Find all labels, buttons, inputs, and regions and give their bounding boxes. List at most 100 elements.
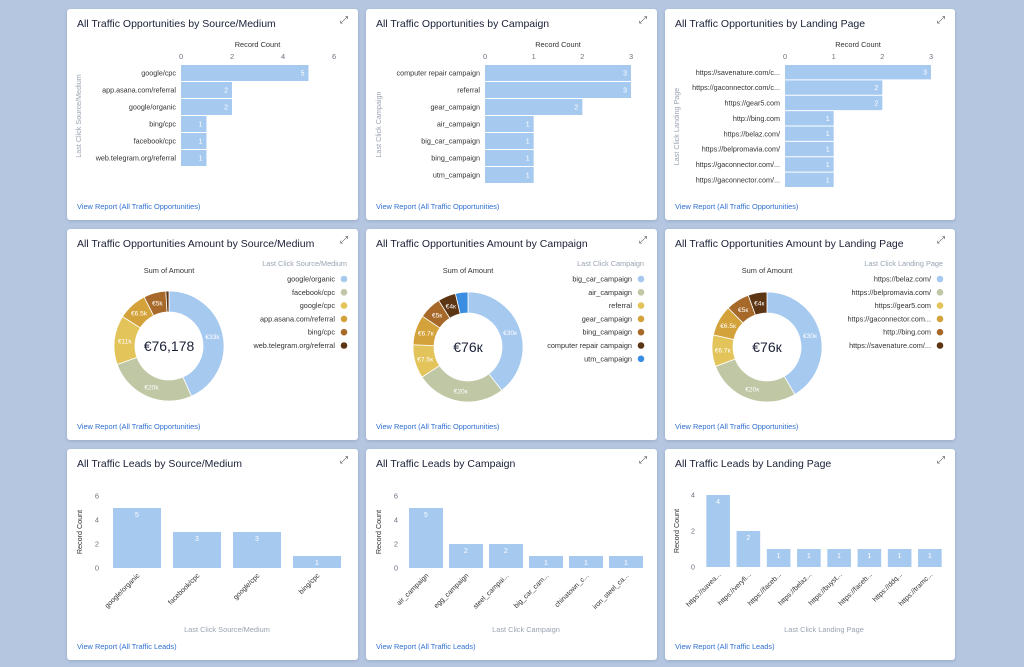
expand-icon[interactable]: ⤢: [639, 455, 647, 466]
y-category-label: https://gear5.com: [724, 99, 780, 108]
view-report-link[interactable]: View Report (All Traffic Leads): [675, 642, 775, 651]
legend-swatch: [936, 302, 944, 309]
expand-icon[interactable]: ⤢: [639, 15, 647, 26]
slice-label: €5к: [432, 313, 442, 320]
legend-swatch: [340, 302, 348, 309]
donut-slice: [454, 291, 469, 315]
slice-label: €11k: [118, 339, 133, 346]
slice-label: €5k: [152, 301, 163, 308]
bar: [485, 82, 631, 98]
legend-entry: utm_campaign: [584, 354, 632, 363]
bar: [918, 549, 942, 567]
donut-slice: [168, 290, 225, 397]
view-report-link[interactable]: View Report (All Traffic Leads): [77, 642, 177, 651]
bar: [489, 544, 523, 568]
bar-value-label: 1: [526, 122, 530, 129]
bar: [785, 65, 931, 80]
legend-entry: app.asana.com/referral: [260, 314, 335, 323]
bar: [485, 65, 631, 81]
bar-value-label: 1: [199, 156, 203, 163]
legend-entry: big_car_campaign: [572, 275, 632, 284]
bar-value-label: 3: [623, 71, 627, 78]
bar-value-label: 2: [574, 105, 578, 112]
bar: [181, 65, 309, 81]
y-tick-label: 4: [95, 516, 99, 525]
y-category-label: bing_campaign: [431, 154, 480, 163]
expand-icon[interactable]: ⤢: [340, 455, 348, 466]
view-report-link[interactable]: View Report (All Traffic Opportunities): [77, 202, 201, 211]
y-category-label: utm_campaign: [433, 171, 480, 180]
expand-icon[interactable]: ⤢: [937, 455, 945, 466]
expand-icon[interactable]: ⤢: [340, 15, 348, 26]
x-category-label: egg_campaign: [433, 572, 470, 609]
y-category-label: app.asana.com/referral: [102, 86, 176, 95]
bar: [766, 549, 791, 567]
y-tick-label: 4: [691, 491, 695, 500]
legend-title: Last Click Landing Page: [864, 259, 943, 268]
y-category-label: facebook/cpc: [134, 137, 177, 146]
donut-slice: [766, 291, 823, 395]
x-tick-label: 1: [532, 52, 536, 61]
legend-swatch: [637, 342, 645, 349]
expand-icon[interactable]: ⤢: [340, 235, 348, 246]
y-axis-title: Last Click Source/Medium: [74, 74, 83, 158]
x-category-label: https://faceb...: [838, 571, 874, 607]
view-report-link[interactable]: View Report (All Traffic Opportunities): [675, 202, 799, 211]
x-axis-title: Last Click Campaign: [492, 625, 560, 634]
y-tick-label: 2: [95, 540, 99, 549]
y-tick-label: 0: [95, 564, 99, 573]
legend-swatch: [936, 328, 944, 336]
y-tick-label: 0: [691, 563, 695, 572]
y-category-label: gear_campaign: [430, 103, 480, 112]
view-report-link[interactable]: View Report (All Traffic Opportunities): [376, 202, 500, 211]
x-category-label: air_campaign: [396, 572, 431, 607]
x-axis-title: Record Count: [835, 40, 881, 49]
slice-label: €7.5к: [417, 356, 433, 363]
y-category-label: computer repair campaign: [397, 69, 481, 78]
legend-entry: https://gaconnector.com...: [847, 314, 931, 323]
expand-icon[interactable]: ⤢: [639, 235, 647, 246]
slice-label: €20к: [745, 386, 759, 393]
expand-icon[interactable]: ⤢: [937, 15, 945, 26]
view-report-link[interactable]: View Report (All Traffic Opportunities): [77, 422, 201, 431]
legend-swatch: [637, 275, 645, 283]
y-tick-label: 2: [394, 540, 398, 549]
bar: [736, 531, 761, 567]
card-title: All Traffic Opportunities by Source/Medi…: [77, 18, 276, 30]
y-tick-label: 0: [394, 564, 398, 573]
chart-leads-source-medium: 0 2 4 6 5 google/organic 3 facebook/cpc 3 google/…: [75, 492, 341, 634]
bar-value-label: 1: [826, 147, 830, 154]
donut-slice: [747, 291, 768, 316]
view-report-link[interactable]: View Report (All Traffic Opportunities): [675, 422, 799, 431]
card-title: All Traffic Opportunities Amount by Sour…: [77, 238, 315, 250]
y-tick-label: 6: [95, 492, 99, 501]
card-opps-landing-page: All Traffic Opportunities by Landing Pag…: [665, 9, 955, 220]
y-category-label: https://gaconnector.com/...: [696, 175, 780, 184]
chart-leads-landing-page: 0244https://savea...2https://veryfi...1h…: [672, 491, 942, 634]
bar-value-label: 1: [199, 122, 203, 129]
bar: [887, 549, 912, 567]
expand-icon[interactable]: ⤢: [937, 235, 945, 246]
bar-value-label: 1: [867, 553, 871, 560]
view-report-link[interactable]: View Report (All Traffic Leads): [376, 642, 476, 651]
legend-entry: https://belpromavia.com/: [852, 288, 932, 297]
y-category-label: web.telegram.org/referral: [95, 154, 177, 163]
card-leads-campaign: All Traffic Leads by Campaign ⤢ 0 2 4 6 5 air…: [366, 449, 657, 660]
card-title: All Traffic Opportunities by Campaign: [376, 18, 550, 30]
donut-slice: [421, 365, 503, 403]
x-tick-label: 6: [332, 52, 336, 61]
bar-value-label: 1: [837, 553, 841, 560]
y-tick-label: 6: [394, 492, 398, 501]
x-axis-title: Record Count: [535, 40, 581, 49]
x-category-label: google/cpc: [233, 572, 262, 601]
chart-title: Sum of Amount: [742, 266, 793, 275]
card-leads-source-medium: All Traffic Leads by Source/Medium ⤢ 0 2 4…: [67, 449, 358, 660]
x-axis-title: Record Count: [235, 40, 281, 49]
bar: [609, 556, 643, 568]
y-category-label: https://savenature.com/c...: [696, 68, 780, 77]
card-amount-landing-page: All Traffic Opportunities Amount by Land…: [665, 229, 955, 440]
legend-entry: google/organic: [287, 275, 335, 284]
view-report-link[interactable]: View Report (All Traffic Opportunities): [376, 422, 500, 431]
bar: [785, 95, 883, 111]
bar: [485, 133, 534, 149]
